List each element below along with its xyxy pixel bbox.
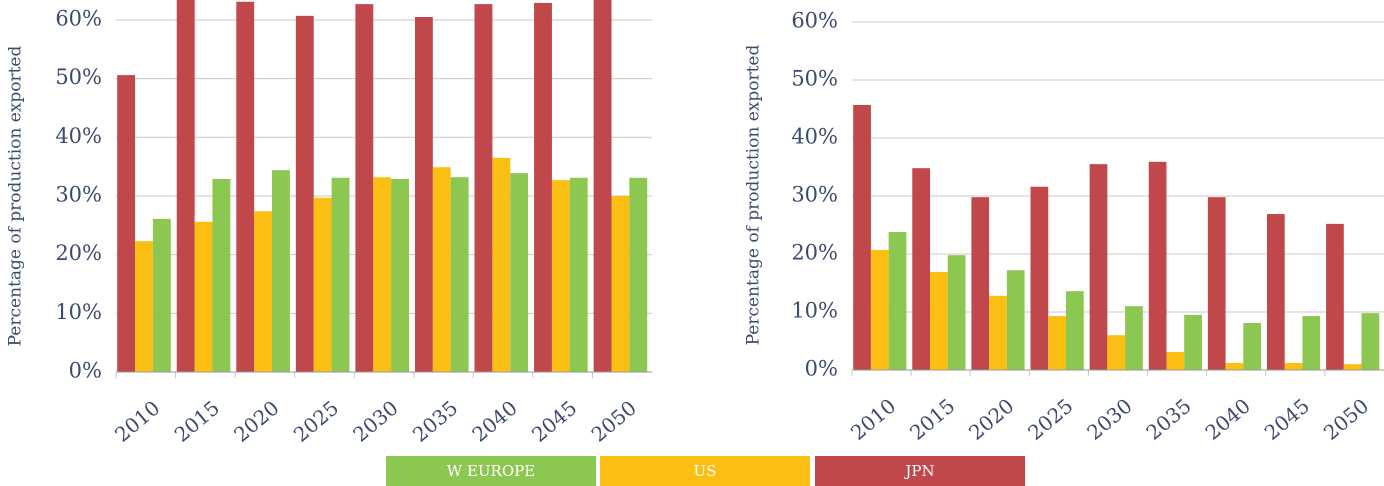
bar <box>1125 306 1143 370</box>
y-tick-label: 40% <box>791 125 838 149</box>
x-tick-label: 2025 <box>1023 394 1077 445</box>
bar <box>272 170 290 372</box>
bar <box>414 17 433 372</box>
bar <box>117 75 136 373</box>
y-tick-label: 30% <box>55 182 102 206</box>
y-tick-label: 0% <box>805 357 838 381</box>
bar <box>355 4 374 372</box>
bar <box>912 168 931 370</box>
x-tick-label: 2040 <box>1201 394 1255 445</box>
y-tick-label: 20% <box>55 241 102 265</box>
bar <box>1184 314 1202 370</box>
bar <box>1065 291 1084 370</box>
bar <box>492 157 511 372</box>
bar <box>947 255 966 370</box>
bar <box>1361 313 1380 370</box>
bar <box>1225 363 1244 370</box>
x-tick-label: 2035 <box>1141 394 1195 445</box>
bar <box>971 197 990 370</box>
bar <box>1302 316 1321 370</box>
bar <box>1089 164 1108 370</box>
y-tick-label: 0% <box>69 359 102 383</box>
bar <box>1284 363 1303 370</box>
y-axis-label: Percentage of production exported <box>6 46 26 347</box>
bar <box>888 231 907 370</box>
x-tick-label: 2045 <box>1260 394 1314 445</box>
bar <box>569 177 588 372</box>
y-tick-label: 10% <box>791 299 838 323</box>
legend-label: W EUROPE <box>447 462 535 480</box>
x-tick-label: 2050 <box>587 396 641 447</box>
legend-swatch <box>815 456 1025 486</box>
y-axis-label: Percentage of production exported <box>744 45 764 346</box>
y-tick-label: 10% <box>55 300 102 324</box>
x-tick-label: 2025 <box>289 396 343 447</box>
x-tick-label: 2035 <box>408 396 462 447</box>
bar <box>391 178 410 372</box>
bar <box>373 177 392 372</box>
x-tick-label: 2010 <box>110 396 164 447</box>
x-tick-label: 2030 <box>1082 394 1136 445</box>
y-tick-label: 40% <box>55 124 102 148</box>
bar <box>212 178 231 372</box>
x-tick-label: 2030 <box>348 396 402 447</box>
bar <box>474 4 493 372</box>
legend-swatch <box>386 456 596 486</box>
x-tick-label: 2050 <box>1319 394 1373 445</box>
x-tick-label: 2040 <box>467 396 521 447</box>
bar <box>989 295 1007 370</box>
bar <box>1266 213 1285 370</box>
bar <box>870 249 889 370</box>
bar <box>254 211 273 372</box>
bar <box>313 197 332 372</box>
bar <box>1148 161 1167 370</box>
bar <box>1243 323 1262 370</box>
y-tick-label: 60% <box>791 9 838 33</box>
x-tick-label: 2010 <box>846 394 900 445</box>
y-tick-label: 50% <box>55 65 102 89</box>
bar <box>432 167 451 372</box>
x-tick-label: 2045 <box>527 396 581 447</box>
bar <box>152 218 171 372</box>
bar <box>176 0 195 373</box>
y-tick-label: 20% <box>791 241 838 265</box>
x-tick-label: 2020 <box>964 394 1018 445</box>
bar <box>1006 270 1025 370</box>
bar <box>1343 364 1362 370</box>
bar <box>194 221 213 372</box>
x-tick-label: 2020 <box>229 396 283 447</box>
bar <box>930 271 948 370</box>
y-tick-label: 50% <box>791 67 838 91</box>
bar <box>510 173 529 372</box>
bar <box>1166 352 1185 370</box>
bar <box>611 195 630 372</box>
bar <box>1107 335 1126 370</box>
bar <box>551 180 570 372</box>
legend-label: US <box>694 462 717 480</box>
bar <box>629 177 648 372</box>
bar <box>331 177 350 372</box>
bar <box>1030 186 1049 370</box>
bar <box>135 241 153 372</box>
bar <box>295 15 314 372</box>
bar <box>1326 223 1344 370</box>
bar <box>534 2 552 373</box>
bar <box>236 1 255 372</box>
x-tick-label: 2015 <box>170 396 224 447</box>
bar <box>1207 197 1226 370</box>
x-tick-label: 2015 <box>905 394 959 445</box>
bar <box>593 0 612 373</box>
y-tick-label: 30% <box>791 183 838 207</box>
bar <box>853 104 871 370</box>
legend-label: JPN <box>903 462 934 480</box>
y-tick-label: 60% <box>55 6 102 30</box>
bar <box>1048 316 1066 370</box>
legend-swatch <box>600 456 810 486</box>
bar <box>450 177 469 372</box>
